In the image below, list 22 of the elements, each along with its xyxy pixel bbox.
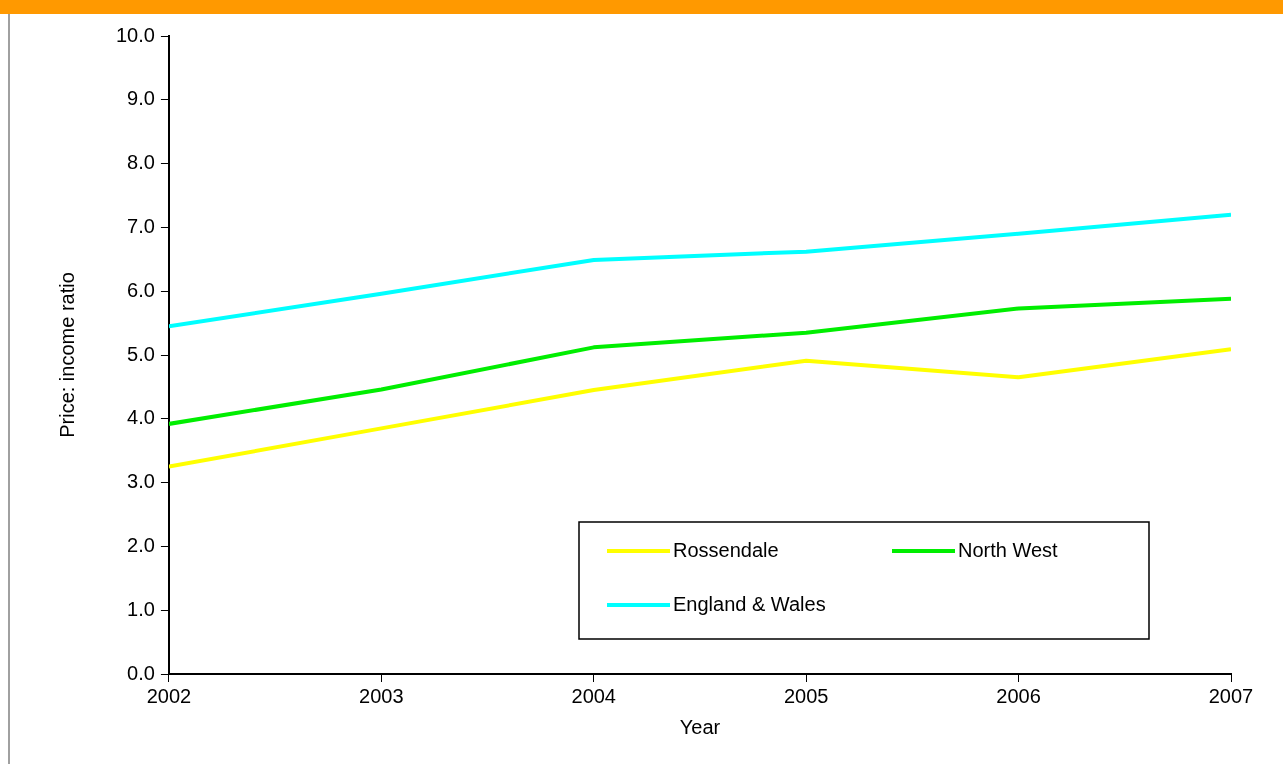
- x-tick-label: 2004: [571, 684, 617, 707]
- y-tick-label: 10.0: [115, 23, 155, 46]
- y-tick-label: 3.0: [127, 470, 155, 493]
- x-axis-title: Year: [679, 715, 721, 738]
- y-tick-label: 9.0: [127, 87, 155, 110]
- y-tick-label: 2.0: [127, 533, 155, 556]
- x-tick-label: 2003: [359, 684, 404, 707]
- y-axis-title: Price: income ratio: [55, 272, 78, 438]
- x-tick-label: 2006: [996, 684, 1041, 707]
- legend-label: North West: [958, 538, 1059, 561]
- legend-label: England & Wales: [673, 592, 826, 615]
- y-tick-label: 1.0: [127, 597, 155, 620]
- x-tick-label: 2005: [783, 684, 829, 707]
- y-tick-label: 5.0: [127, 342, 155, 365]
- y-tick-label: 6.0: [127, 278, 155, 301]
- x-tick-label: 2002: [146, 684, 192, 707]
- y-tick-label: 4.0: [127, 406, 155, 429]
- y-tick-label: 7.0: [127, 214, 155, 237]
- legend-label: Rossendale: [673, 538, 779, 561]
- y-tick-label: 0.0: [127, 661, 155, 684]
- x-tick-label: 2007: [1208, 684, 1254, 707]
- y-tick-label: 8.0: [127, 151, 155, 174]
